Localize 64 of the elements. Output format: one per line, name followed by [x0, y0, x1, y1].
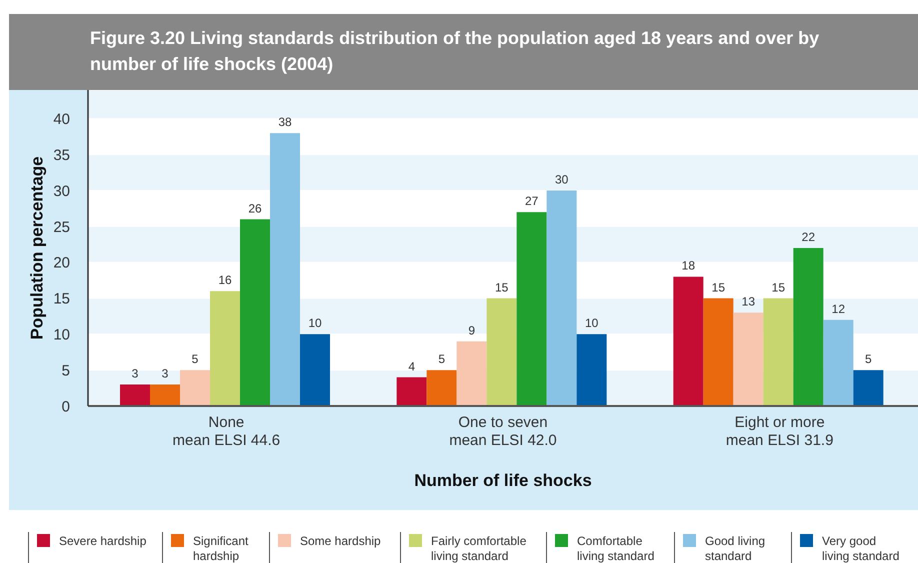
data-label: 15 [494, 280, 509, 294]
legend-label: Fairly comfortable living standard [431, 534, 528, 563]
bar [120, 384, 150, 406]
bar [396, 377, 427, 406]
data-label: 12 [832, 302, 846, 316]
data-label: 15 [772, 280, 786, 294]
x-tick-label: Eight or more mean ELSI 31.9 [726, 414, 834, 449]
data-label: 10 [308, 316, 322, 330]
data-label: 26 [248, 201, 262, 216]
legend-label: Some hardship [300, 534, 382, 549]
data-label: 5 [438, 352, 446, 366]
data-label: 16 [218, 273, 232, 288]
legend-label: Good living standard [705, 534, 766, 563]
bar [576, 334, 607, 406]
bar [150, 384, 180, 406]
bar [180, 370, 210, 406]
bar [793, 248, 824, 406]
y-tick-label: 25 [53, 218, 70, 236]
data-label: 5 [864, 352, 872, 366]
data-label: 3 [132, 366, 139, 380]
legend-label: Significant hardship [193, 534, 250, 563]
bar [733, 312, 764, 406]
bar [853, 370, 884, 406]
y-tick-label: 20 [53, 254, 70, 272]
y-tick-label: 35 [53, 146, 70, 164]
bar [240, 219, 270, 406]
y-tick-label: 10 [53, 326, 70, 344]
chart-title: Figure 3.20 Living standards distribution of the population aged 18 years and over by number of life shocks (2004) [90, 27, 820, 76]
data-label: 18 [682, 258, 696, 273]
bar [270, 133, 300, 406]
data-label: 13 [742, 294, 756, 309]
bar [486, 298, 517, 406]
data-label: 22 [802, 230, 816, 244]
bar [823, 320, 854, 406]
data-label: 30 [554, 172, 569, 187]
data-label: 10 [584, 316, 599, 330]
x-axis-title: Number of life shocks [414, 471, 592, 490]
bar [210, 291, 240, 406]
y-tick-label: 5 [62, 362, 70, 380]
data-label: 9 [468, 323, 476, 338]
data-label: 5 [192, 352, 199, 366]
legend-label: Very good living standard [822, 534, 900, 563]
y-axis-title: Population percentage [28, 156, 46, 340]
data-label: 27 [524, 194, 539, 208]
bar [673, 276, 704, 406]
bar [426, 370, 457, 406]
bar [703, 298, 734, 406]
data-label: 4 [408, 359, 416, 374]
x-tick-label: None mean ELSI 44.6 [172, 414, 280, 449]
bar [516, 212, 547, 406]
bar [300, 334, 330, 406]
data-label: 3 [162, 366, 169, 380]
bar [456, 341, 487, 406]
bar [546, 190, 577, 406]
x-tick-label: One to seven mean ELSI 42.0 [449, 414, 557, 449]
legend-label: Comfortable living standard [577, 534, 656, 563]
bar [763, 298, 794, 406]
data-label: 38 [278, 115, 292, 130]
y-tick-label: 15 [53, 290, 70, 308]
y-tick-label: 30 [53, 182, 70, 200]
y-tick-label: 40 [53, 111, 70, 128]
data-label: 15 [712, 280, 726, 294]
legend-label: Severe hardship [59, 534, 148, 549]
y-tick-label: 0 [62, 398, 70, 416]
